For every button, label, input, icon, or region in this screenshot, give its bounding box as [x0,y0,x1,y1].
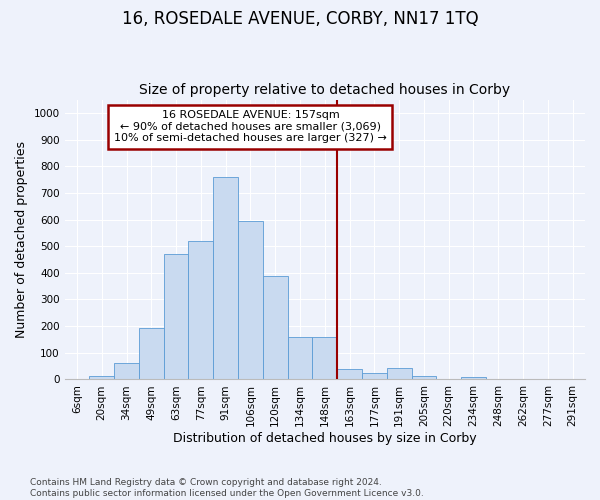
Text: 16 ROSEDALE AVENUE: 157sqm
← 90% of detached houses are smaller (3,069)
10% of s: 16 ROSEDALE AVENUE: 157sqm ← 90% of deta… [114,110,387,144]
Bar [263,276,287,380]
Bar [461,377,486,380]
Bar [139,328,164,380]
Bar [337,369,362,380]
Text: Contains HM Land Registry data © Crown copyright and database right 2024.
Contai: Contains HM Land Registry data © Crown c… [30,478,424,498]
Bar [238,221,263,380]
Bar [188,240,213,380]
Bar [313,337,337,380]
Bar [114,363,139,380]
Bar [362,373,387,380]
Y-axis label: Number of detached properties: Number of detached properties [15,141,28,338]
Bar [164,254,188,380]
Title: Size of property relative to detached houses in Corby: Size of property relative to detached ho… [139,83,511,97]
Bar [412,376,436,380]
Bar [89,376,114,380]
Text: 16, ROSEDALE AVENUE, CORBY, NN17 1TQ: 16, ROSEDALE AVENUE, CORBY, NN17 1TQ [122,10,478,28]
Bar [287,337,313,380]
Bar [213,178,238,380]
X-axis label: Distribution of detached houses by size in Corby: Distribution of detached houses by size … [173,432,476,445]
Bar [387,368,412,380]
